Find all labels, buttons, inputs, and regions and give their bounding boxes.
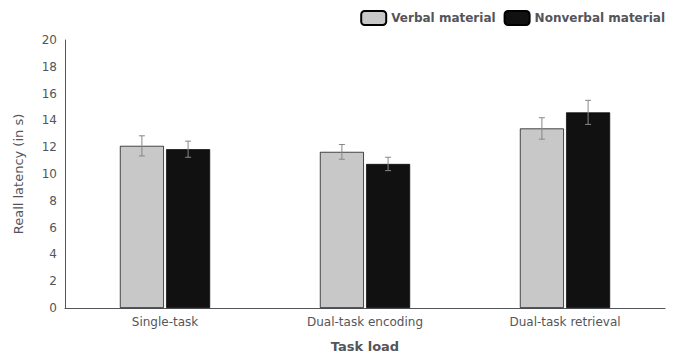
svg-text:12: 12 (42, 140, 57, 154)
svg-text:Dual-task encoding: Dual-task encoding (307, 315, 423, 329)
svg-text:20: 20 (42, 33, 57, 47)
svg-text:Verbal material: Verbal material (391, 11, 495, 25)
svg-text:2: 2 (49, 274, 57, 288)
svg-text:Task load: Task load (331, 339, 399, 354)
svg-text:4: 4 (49, 247, 57, 261)
svg-text:Dual-task retrieval: Dual-task retrieval (509, 315, 620, 329)
svg-text:Single-task: Single-task (132, 315, 199, 329)
svg-text:14: 14 (42, 113, 57, 127)
svg-text:0: 0 (49, 301, 57, 315)
svg-text:Reall latency (in s): Reall latency (in s) (11, 114, 26, 235)
svg-text:8: 8 (49, 194, 57, 208)
svg-text:Nonverbal material: Nonverbal material (535, 11, 665, 25)
svg-text:10: 10 (42, 167, 57, 181)
svg-text:18: 18 (42, 60, 57, 74)
svg-text:16: 16 (42, 87, 57, 101)
svg-text:6: 6 (49, 221, 57, 235)
